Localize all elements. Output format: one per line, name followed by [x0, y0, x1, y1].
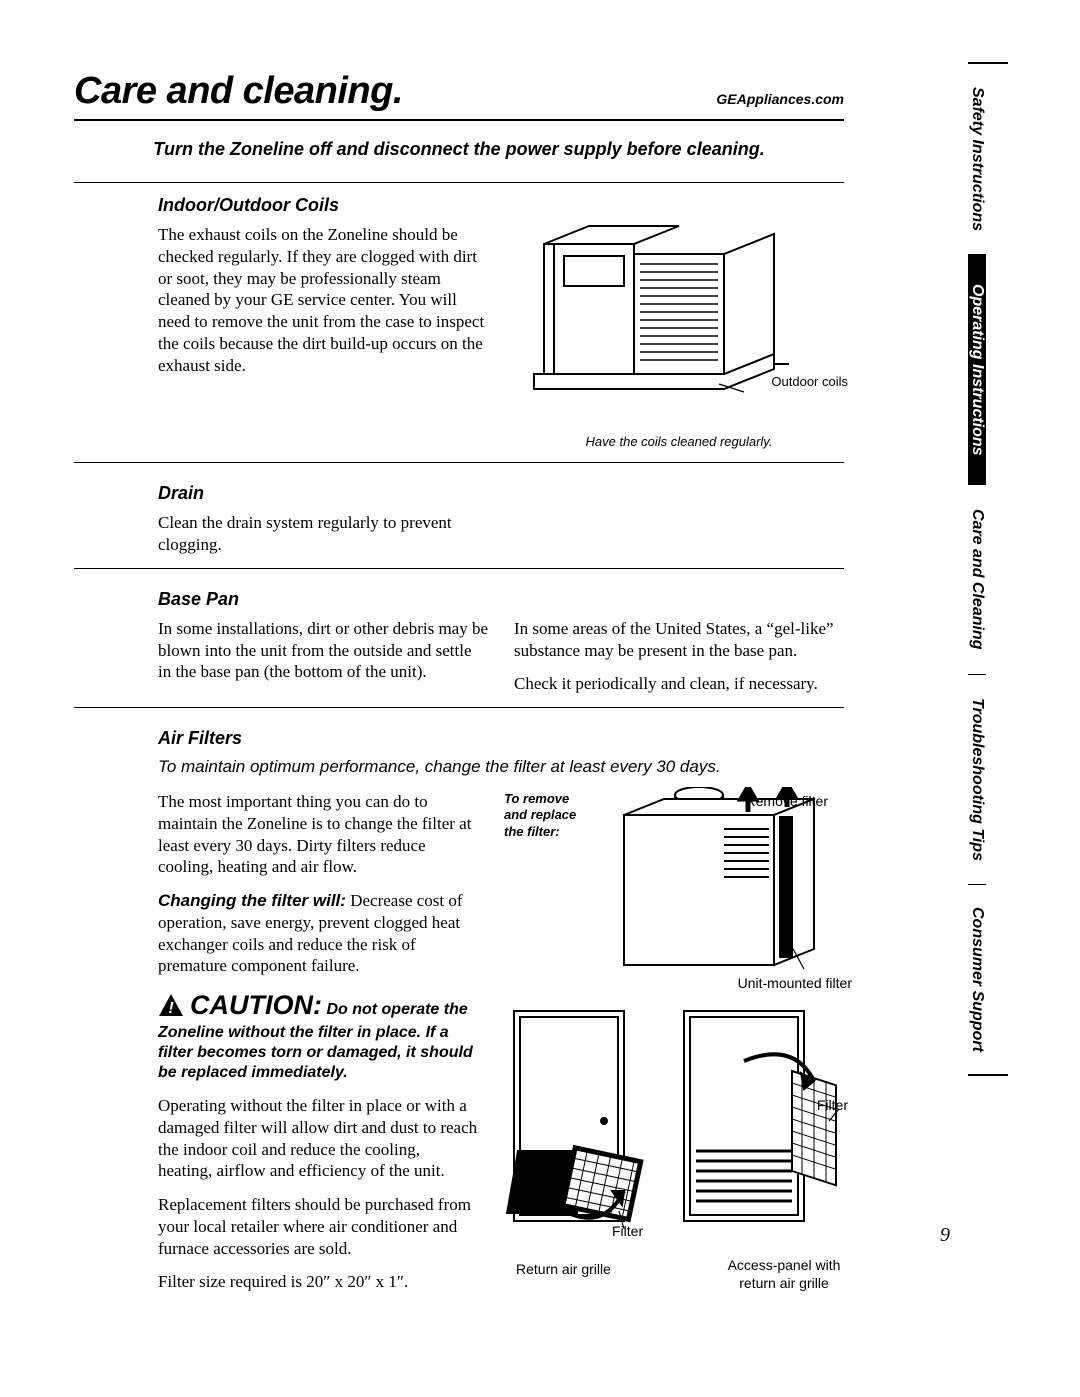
side-tab-4[interactable]: Consumer Support — [968, 884, 986, 1074]
basepan-col-a: In some installations, dirt or other deb… — [158, 618, 488, 695]
brand-url: GEAppliances.com — [716, 91, 844, 113]
filter-label-left: Filter — [612, 1223, 643, 1241]
filter-figure: To remove and replace the filter: — [504, 791, 844, 1277]
filter-side-label: To remove and replace the filter: — [504, 791, 594, 840]
side-tab-3[interactable]: Troubleshooting Tips — [968, 674, 986, 884]
svg-text:!: ! — [168, 1000, 174, 1017]
coils-label: Outdoor coils — [771, 374, 848, 391]
drain-body-text: Clean the drain system regularly to prev… — [158, 512, 488, 556]
coils-body-text: The exhaust coils on the Zoneline should… — [158, 224, 488, 376]
section-heading-basepan: Base Pan — [158, 589, 844, 610]
warning-icon: ! — [158, 993, 184, 1023]
side-tab-0[interactable]: Safety Instructions — [968, 64, 986, 254]
side-tabs: Safety InstructionsOperating Instruction… — [968, 62, 1008, 1076]
section-heading-drain: Drain — [158, 483, 844, 504]
remove-filter-label: Remove filter — [746, 793, 828, 811]
filter-label-right: Filter — [817, 1097, 848, 1115]
divider — [74, 119, 844, 121]
return-air-grille-label: Return air grille — [516, 1261, 611, 1279]
section-heading-airfilters: Air Filters — [158, 728, 844, 749]
basepan-col-b2: Check it periodically and clean, if nece… — [514, 673, 844, 695]
airfilters-p5: Filter size required is 20″ x 20″ x 1″. — [158, 1271, 478, 1293]
basepan-col-b1: In some areas of the United States, a “g… — [514, 618, 844, 662]
airfilters-p4: Replacement filters should be purchased … — [158, 1194, 478, 1259]
airfilters-subhead: To maintain optimum performance, change … — [158, 757, 844, 777]
coils-caption: Have the coils cleaned regularly. — [514, 434, 844, 451]
unit-mounted-label: Unit-mounted filter — [738, 975, 852, 993]
airfilters-p3: Operating without the filter in place or… — [158, 1095, 478, 1182]
side-tab-2[interactable]: Care and Cleaning — [968, 484, 986, 674]
page-subtitle: Turn the Zoneline off and disconnect the… — [74, 139, 844, 160]
caution-block: ! CAUTION: Do not operate the Zoneline w… — [158, 989, 478, 1083]
access-panel-label: Access-panel with return air grille — [714, 1257, 854, 1293]
page-number: 9 — [940, 1224, 950, 1247]
side-tab-1[interactable]: Operating Instructions — [968, 254, 986, 484]
airfilters-p2: Changing the filter will: Decrease cost … — [158, 890, 478, 977]
caution-word: CAUTION: — [190, 990, 322, 1020]
section-heading-coils: Indoor/Outdoor Coils — [158, 195, 844, 216]
airfilters-p2-lead: Changing the filter will: — [158, 891, 346, 910]
airfilters-p1: The most important thing you can do to m… — [158, 791, 478, 878]
page-title: Care and cleaning. — [74, 70, 403, 113]
coils-figure: Outdoor coils Have the coils cleaned reg… — [514, 214, 844, 450]
